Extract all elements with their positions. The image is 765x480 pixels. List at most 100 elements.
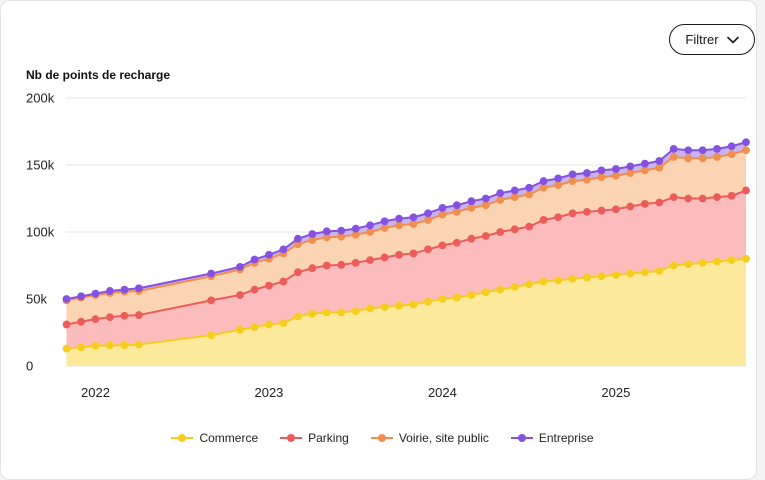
data-point-commerce	[698, 258, 707, 267]
data-point-entreprise	[626, 162, 635, 171]
data-point-commerce	[77, 343, 85, 352]
data-point-entreprise	[120, 285, 129, 294]
data-point-parking	[236, 291, 244, 299]
data-point-entreprise	[265, 250, 273, 259]
data-point-entreprise	[62, 295, 71, 303]
data-point-parking	[539, 216, 548, 224]
data-point-commerce	[424, 297, 432, 306]
data-point-commerce	[583, 273, 591, 282]
data-point-commerce	[467, 291, 476, 299]
stacked-area-chart: 0 50k 100k 150k 200k 2022 2023 2024 2025	[26, 91, 750, 400]
data-point-parking	[409, 249, 418, 258]
data-point-parking	[742, 186, 750, 195]
data-point-entreprise	[236, 262, 244, 271]
chart-legend: Commerce Parking Voirie, site public Entrep…	[0, 431, 765, 445]
data-point-commerce	[742, 254, 750, 263]
data-point-parking	[684, 194, 693, 203]
data-point-parking	[583, 208, 591, 216]
legend-item-parking[interactable]: Parking	[280, 431, 349, 445]
data-point-voirie-site-public	[626, 169, 635, 177]
data-point-voirie-site-public	[308, 236, 317, 244]
data-point-entreprise	[351, 224, 360, 233]
data-point-commerce	[640, 268, 649, 277]
data-point-voirie-site-public	[438, 210, 447, 219]
data-point-parking	[655, 198, 664, 207]
chevron-down-icon	[726, 36, 739, 43]
data-point-parking	[77, 317, 85, 326]
data-point-parking	[207, 296, 216, 305]
data-point-commerce	[713, 257, 721, 266]
data-point-voirie-site-public	[424, 216, 432, 224]
data-point-parking	[380, 253, 389, 262]
data-point-parking	[438, 241, 447, 250]
data-point-parking	[294, 268, 302, 277]
x-tick-label: 2025	[601, 385, 630, 400]
legend-label: Entreprise	[538, 431, 594, 445]
data-point-commerce	[134, 340, 143, 349]
data-point-parking	[467, 234, 476, 243]
data-point-entreprise	[207, 269, 216, 278]
data-point-parking	[279, 277, 288, 286]
data-point-entreprise	[395, 214, 403, 223]
legend-item-voirie-site-public[interactable]: Voirie, site public	[370, 431, 489, 445]
data-point-parking	[727, 191, 736, 200]
data-point-entreprise	[525, 183, 534, 192]
data-point-commerce	[539, 277, 548, 286]
data-point-parking	[698, 194, 707, 203]
data-point-parking	[105, 313, 114, 321]
data-point-entreprise	[337, 226, 346, 235]
x-tick-label: 2022	[81, 385, 110, 400]
data-point-parking	[481, 232, 490, 240]
filter-button[interactable]: Filtrer	[669, 24, 755, 55]
x-tick-label: 2023	[254, 385, 283, 400]
data-point-entreprise	[554, 174, 563, 183]
data-point-commerce	[265, 320, 273, 329]
data-point-voirie-site-public	[669, 153, 678, 161]
data-point-commerce	[105, 341, 114, 350]
data-point-commerce	[597, 272, 606, 281]
data-point-commerce	[496, 285, 505, 294]
data-point-parking	[554, 213, 563, 222]
data-point-commerce	[611, 270, 620, 279]
legend-swatch-icon	[510, 434, 533, 442]
data-point-commerce	[409, 300, 418, 309]
data-point-entreprise	[279, 245, 288, 254]
data-point-voirie-site-public	[337, 232, 346, 241]
data-point-parking	[308, 264, 317, 273]
data-point-parking	[597, 206, 606, 215]
data-point-commerce	[322, 308, 331, 317]
data-point-parking	[525, 222, 534, 231]
data-point-parking	[337, 260, 346, 269]
data-point-entreprise	[380, 217, 389, 226]
data-point-commerce	[727, 256, 736, 265]
legend-swatch-icon	[171, 434, 194, 442]
y-tick-label: 50k	[26, 292, 47, 307]
data-point-entreprise	[250, 255, 259, 264]
legend-label: Parking	[308, 431, 349, 445]
data-point-voirie-site-public	[496, 195, 505, 204]
data-point-commerce	[669, 261, 678, 270]
data-point-parking	[322, 261, 331, 270]
data-point-entreprise	[713, 145, 721, 153]
data-point-parking	[120, 311, 129, 320]
data-point-parking	[91, 315, 100, 323]
data-point-entreprise	[294, 234, 302, 243]
legend-item-commerce[interactable]: Commerce	[171, 431, 258, 445]
data-point-parking	[669, 193, 678, 202]
data-point-parking	[395, 250, 403, 259]
data-point-entreprise	[77, 292, 85, 301]
y-tick-label: 200k	[26, 91, 55, 106]
data-point-commerce	[308, 309, 317, 318]
data-point-voirie-site-public	[611, 171, 620, 180]
legend-item-entreprise[interactable]: Entreprise	[510, 431, 594, 445]
data-point-entreprise	[496, 189, 505, 198]
data-point-entreprise	[597, 166, 606, 175]
data-point-voirie-site-public	[467, 203, 476, 212]
data-point-entreprise	[438, 203, 447, 212]
data-point-entreprise	[698, 146, 707, 155]
data-point-commerce	[452, 293, 461, 302]
data-point-voirie-site-public	[510, 193, 519, 202]
data-point-entreprise	[91, 289, 100, 298]
data-point-parking	[134, 311, 143, 319]
data-point-commerce	[337, 308, 346, 317]
